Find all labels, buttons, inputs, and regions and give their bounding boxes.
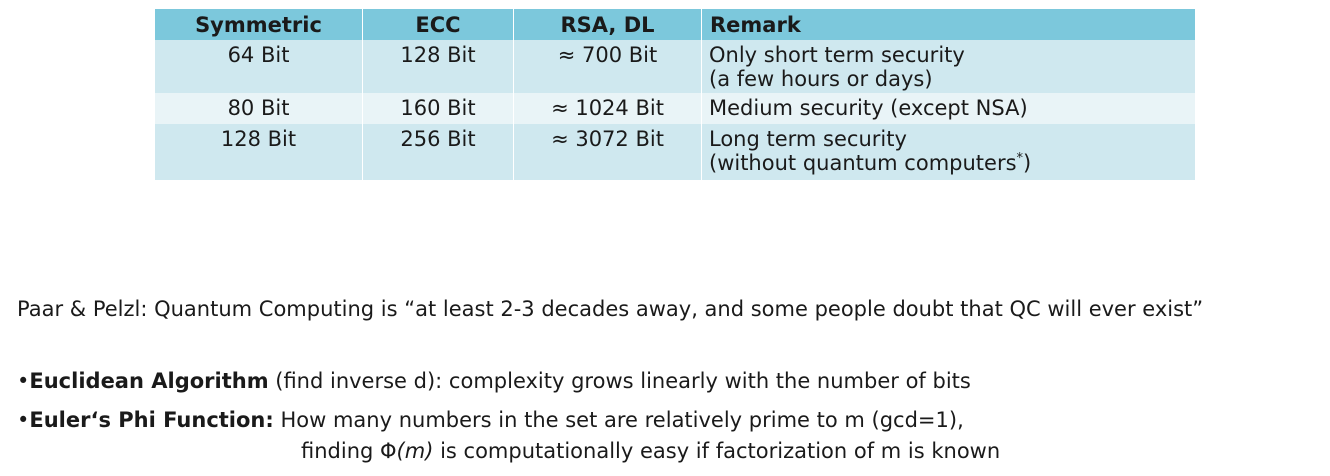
cell-remark: Only short term security (a few hours or…	[701, 40, 1195, 93]
cell-symmetric: 64 Bit	[155, 40, 363, 93]
cell-remark: Medium security (except NSA)	[701, 93, 1195, 124]
remark-line: (a few hours or days)	[709, 67, 933, 91]
header-remark: Remark	[701, 9, 1195, 40]
cell-ecc: 160 Bit	[362, 93, 514, 124]
header-ecc: ECC	[362, 9, 514, 40]
remark-line: Long term security	[709, 127, 907, 151]
header-rsa-dl: RSA, DL	[513, 9, 702, 40]
euler-cont-post: is computationally easy if factorization…	[433, 439, 1001, 463]
remark-line: Only short term security	[709, 43, 965, 67]
bullet-euler-phi: •Euler‘s Phi Function: How many numbers …	[17, 408, 964, 432]
cell-remark: Long term security (without quantum comp…	[701, 124, 1195, 180]
quantum-computing-quote: Paar & Pelzl: Quantum Computing is “at l…	[17, 297, 1204, 321]
cell-rsa: ≈ 700 Bit	[513, 40, 702, 93]
remark-line: (without quantum computers	[709, 151, 1017, 175]
table-header-row: Symmetric ECC RSA, DL Remark	[155, 9, 1195, 40]
cell-rsa: ≈ 1024 Bit	[513, 93, 702, 124]
euclidean-term: Euclidean Algorithm	[29, 369, 269, 393]
euler-cont-pre: finding Φ	[301, 439, 397, 463]
table-row: 128 Bit 256 Bit ≈ 3072 Bit Long term sec…	[155, 124, 1195, 180]
cell-ecc: 128 Bit	[362, 40, 514, 93]
euclidean-text: (find inverse d): complexity grows linea…	[268, 369, 971, 393]
cell-symmetric: 80 Bit	[155, 93, 363, 124]
bullet-marker: •	[17, 408, 30, 432]
table-row: 64 Bit 128 Bit ≈ 700 Bit Only short term…	[155, 40, 1195, 93]
remark-close-paren: )	[1023, 151, 1032, 175]
table-row: 80 Bit 160 Bit ≈ 1024 Bit Medium securit…	[155, 93, 1195, 124]
bullet-euclidean: •Euclidean Algorithm (find inverse d): c…	[17, 369, 971, 393]
footnote-asterisk: *	[1016, 151, 1024, 166]
euler-term: Euler‘s Phi Function:	[29, 408, 274, 432]
bullet-marker: •	[17, 369, 30, 393]
euler-text: How many numbers in the set are relative…	[273, 408, 964, 432]
euler-continuation: finding Φ(m) is computationally easy if …	[301, 439, 1000, 463]
security-levels-table: Symmetric ECC RSA, DL Remark 64 Bit 128 …	[155, 9, 1195, 180]
cell-rsa: ≈ 3072 Bit	[513, 124, 702, 180]
euler-cont-arg: (m)	[396, 439, 434, 463]
cell-symmetric: 128 Bit	[155, 124, 363, 180]
cell-ecc: 256 Bit	[362, 124, 514, 180]
header-symmetric: Symmetric	[155, 9, 363, 40]
